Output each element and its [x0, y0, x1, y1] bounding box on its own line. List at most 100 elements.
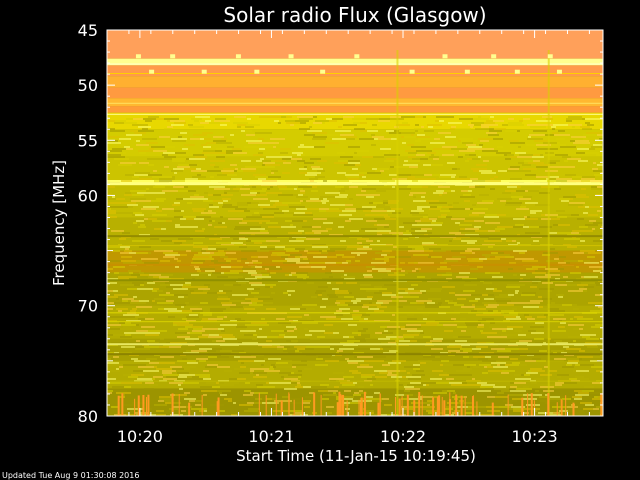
rfi-stripe [134, 398, 136, 416]
rfi-stripe [217, 397, 220, 416]
spectral-line [107, 102, 603, 104]
rfi-stripe [401, 396, 403, 416]
rfi-stripe [360, 397, 363, 416]
rfi-stripe [561, 399, 563, 416]
y-axis: 45 50 55 60 70 80 [78, 21, 603, 426]
rfi-stripe [521, 397, 524, 416]
frequency-band [107, 30, 603, 59]
rfi-stripe [476, 401, 478, 416]
burst-speckle [235, 54, 241, 59]
rfi-stripe [280, 400, 283, 416]
burst-speckle [464, 69, 470, 74]
rfi-stripe [556, 402, 558, 416]
frequency-band [107, 65, 603, 77]
burst-speckle [288, 54, 294, 59]
rfi-stripe [216, 401, 218, 416]
rfi-stripe [358, 399, 360, 416]
burst-speckle [149, 69, 155, 74]
burst-speckle [556, 69, 562, 74]
rfi-stripe [313, 392, 316, 416]
frequency-band [107, 76, 603, 88]
rfi-stripe [421, 395, 423, 416]
y-axis-label: Frequency [MHz] [50, 160, 68, 286]
rfi-stripe [377, 402, 380, 416]
rfi-stripe [147, 394, 150, 416]
spectral-line [107, 343, 603, 346]
rfi-stripe [455, 394, 458, 416]
rfi-stripe [363, 391, 366, 416]
rfi-stripe [394, 396, 396, 416]
burst-speckle [442, 54, 448, 59]
rfi-stripe [418, 391, 421, 416]
x-axis-label: Start Time (11-Jan-15 10:19:45) [236, 447, 476, 465]
spectral-line [107, 63, 603, 66]
plot-frame [106, 29, 604, 417]
spectral-line [107, 380, 603, 382]
rfi-stripe [288, 393, 290, 416]
rfi-stripe [547, 393, 550, 416]
rfi-stripe [117, 395, 120, 416]
y-tick-label: 70 [78, 297, 98, 316]
rfi-stripe [491, 402, 494, 416]
spectral-line [107, 73, 603, 75]
updated-timestamp: Updated Tue Aug 9 01:30:08 2016 [2, 471, 139, 480]
rfi-stripe [443, 400, 446, 416]
rfi-stripe [188, 402, 191, 416]
rfi-stripe [293, 399, 295, 416]
burst-speckle [547, 54, 553, 59]
time-discontinuity [547, 50, 550, 416]
rfi-stripe [565, 395, 567, 416]
frequency-band [107, 87, 603, 99]
rfi-stripe [449, 392, 451, 416]
rfi-stripe [336, 402, 339, 416]
rfi-stripe [142, 394, 145, 416]
rfi-stripe [342, 395, 345, 416]
rfi-stripe [507, 394, 509, 416]
burst-speckle [201, 69, 207, 74]
burst-speckle [409, 69, 415, 74]
rfi-stripe [460, 395, 463, 416]
rfi-stripe [137, 395, 140, 416]
rfi-stripe [346, 400, 348, 416]
y-tick-label: 45 [78, 21, 98, 40]
rfi-stripe [301, 397, 303, 416]
plot-area [107, 30, 603, 416]
spectral-line [107, 113, 603, 115]
spectral-line [107, 321, 603, 323]
spectral-line [107, 279, 603, 282]
y-tick-label: 60 [78, 186, 98, 205]
rfi-stripe [560, 399, 562, 416]
rfi-stripe [406, 394, 409, 416]
rfi-stripe [527, 393, 529, 416]
burst-speckle [514, 69, 520, 74]
burst-speckle [170, 54, 176, 59]
spectral-line [107, 245, 603, 247]
rfi-stripe [464, 396, 466, 416]
frequency-band [107, 58, 603, 66]
rfi-stripe [320, 394, 322, 416]
rfi-stripe [413, 400, 416, 416]
spectral-line [107, 312, 603, 314]
rfi-stripe [471, 396, 474, 416]
rfi-stripe [530, 393, 533, 416]
rfi-stripe [438, 395, 441, 416]
burst-speckle [320, 69, 326, 74]
rfi-stripe [572, 402, 575, 416]
rfi-stripe [441, 396, 443, 416]
x-tick-label: 10:23 [512, 427, 558, 446]
x-axis: 10:20 10:21 10:22 10:23 [106, 30, 590, 446]
burst-speckle [135, 54, 141, 59]
frequency-band [107, 98, 603, 107]
spectral-line [107, 235, 603, 238]
rfi-stripe [340, 394, 342, 416]
x-tick-label: 10:22 [380, 427, 426, 446]
frequency-band [107, 184, 603, 218]
noise-texture [107, 116, 603, 416]
rfi-stripe [341, 395, 343, 416]
rfi-stripe [436, 396, 439, 416]
time-discontinuity [396, 50, 399, 416]
spectral-line [107, 263, 603, 266]
rfi-stripe [145, 396, 147, 416]
y-tick-label: 55 [78, 131, 98, 150]
